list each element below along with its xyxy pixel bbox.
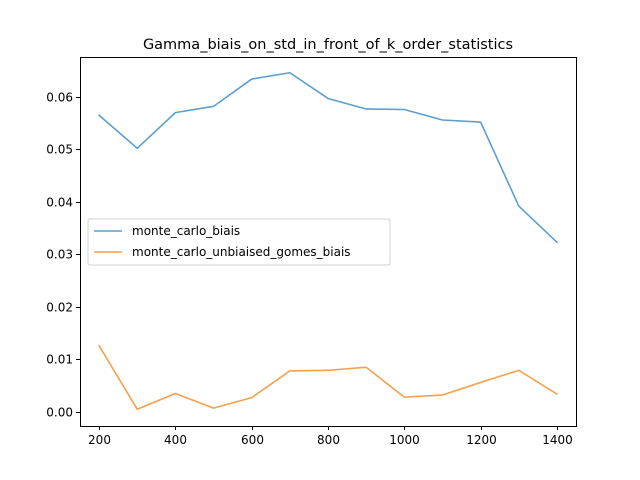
x-tick-label: 1400 xyxy=(542,433,573,447)
x-tick-label: 200 xyxy=(88,433,111,447)
x-tick-label: 800 xyxy=(317,433,340,447)
legend-label-1: monte_carlo_unbiaised_gomes_biais xyxy=(132,245,351,259)
legend-label-0: monte_carlo_biais xyxy=(132,224,240,238)
x-tick-label: 600 xyxy=(241,433,264,447)
series-layer xyxy=(97,71,559,411)
x-tick-label: 400 xyxy=(164,433,187,447)
y-tick-label: 0.04 xyxy=(46,196,73,210)
legend: monte_carlo_biais monte_carlo_unbiaised_g… xyxy=(87,218,391,266)
series-line-1 xyxy=(97,344,559,411)
series-line-0 xyxy=(97,71,559,244)
y-axis: 0.00 0.01 0.02 0.03 0.04 0.05 0.06 xyxy=(46,91,80,420)
y-tick-label: 0.02 xyxy=(46,301,73,315)
y-tick-label: 0.01 xyxy=(46,353,73,367)
x-axis: 200 400 600 800 1000 1200 1400 xyxy=(88,426,573,447)
x-tick-label: 1200 xyxy=(466,433,497,447)
x-tick-label: 1000 xyxy=(389,433,420,447)
y-tick-label: 0.00 xyxy=(46,406,73,420)
legend-box xyxy=(87,218,391,266)
y-tick-label: 0.03 xyxy=(46,248,73,262)
y-tick-label: 0.06 xyxy=(46,91,73,105)
chart-title: Gamma_biais_on_std_in_front_of_k_order_s… xyxy=(143,37,513,53)
y-tick-label: 0.05 xyxy=(46,143,73,157)
